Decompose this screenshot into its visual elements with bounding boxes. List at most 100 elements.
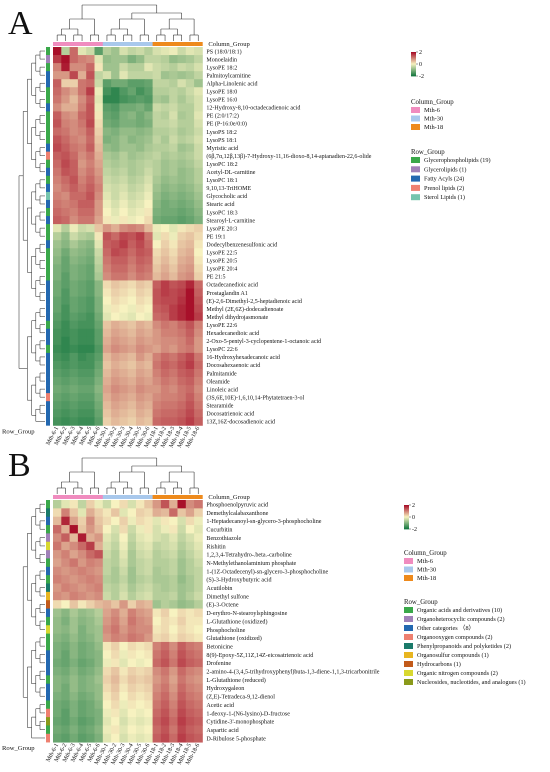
heatmap-cell <box>169 700 178 710</box>
row-group-band-cell <box>46 725 50 735</box>
heatmap-cell <box>119 667 129 676</box>
heatmap-cell <box>86 159 95 169</box>
heatmap-cell <box>86 232 95 241</box>
heatmap-cell <box>136 191 145 201</box>
heatmap-cell <box>61 533 70 543</box>
heatmap-cell <box>127 667 137 676</box>
heatmap-cell <box>86 360 95 370</box>
heatmap-cell <box>169 103 178 112</box>
heatmap-cell <box>177 369 187 378</box>
heatmap-cell <box>169 304 178 314</box>
heatmap-cell <box>61 135 70 144</box>
heatmap-cell <box>94 658 104 668</box>
heatmap-cell <box>194 533 203 543</box>
heatmap-cell <box>127 675 137 685</box>
heatmap-cell <box>160 95 170 104</box>
row-group-legend-swatch <box>404 634 413 640</box>
heatmap-cell <box>136 151 145 161</box>
column-group-band-cell <box>119 495 128 499</box>
row-group-legend-label: Organoheterocyclic compounds (2) <box>417 616 505 623</box>
row-label: Hydroxygaleon <box>206 686 244 692</box>
heatmap-cell <box>169 248 178 257</box>
row-label: LysoPE 16:0 <box>206 98 237 104</box>
heatmap-cell <box>177 625 187 634</box>
heatmap-cell <box>94 320 104 330</box>
heatmap-cell <box>136 500 145 509</box>
heatmap-cell <box>119 708 129 718</box>
heatmap-cell <box>94 264 104 273</box>
heatmap-cell <box>169 175 178 185</box>
heatmap-cell <box>127 127 137 136</box>
heatmap-cell <box>86 175 95 185</box>
heatmap-cell <box>194 401 203 410</box>
heatmap-cell <box>86 264 95 273</box>
heatmap-cell <box>61 369 70 378</box>
heatmap-cell <box>61 240 70 249</box>
heatmap-cell <box>94 336 104 346</box>
heatmap-cell <box>177 393 187 402</box>
heatmap-cell <box>185 55 195 64</box>
heatmap-cell <box>94 360 104 370</box>
heatmap-cell <box>61 151 70 161</box>
heatmap-cell <box>53 151 62 161</box>
heatmap-cell <box>86 312 95 322</box>
heatmap-cell <box>61 288 70 297</box>
heatmap-cell <box>53 641 62 651</box>
row-label: PS (18:0/18:1) <box>206 48 241 55</box>
heatmap-cell <box>119 328 129 338</box>
row-group-band-cell <box>46 500 50 509</box>
heatmap-cell <box>111 143 120 153</box>
heatmap-cell <box>86 616 95 626</box>
heatmap-cell <box>77 304 87 314</box>
heatmap-cell <box>194 625 203 634</box>
column-group-band-cell <box>194 42 203 46</box>
heatmap-cell <box>160 87 170 96</box>
heatmap-cell <box>94 232 104 241</box>
heatmap-cell <box>94 417 104 426</box>
heatmap-cell <box>94 143 104 153</box>
heatmap-cell <box>177 143 187 153</box>
heatmap-cell <box>69 336 79 346</box>
heatmap-cell <box>160 79 170 88</box>
heatmap-cell <box>86 183 95 193</box>
heatmap-cell <box>177 409 187 418</box>
heatmap-cell <box>136 280 145 289</box>
heatmap-cell <box>69 256 79 265</box>
heatmap-cell <box>94 79 104 88</box>
heatmap-cell <box>61 304 70 314</box>
heatmap-cell <box>77 328 87 338</box>
row-group-band-cell <box>46 216 50 225</box>
heatmap-cell <box>152 296 162 305</box>
heatmap-cell <box>160 641 170 651</box>
heatmap-cell <box>169 216 178 225</box>
color-scale-bar-segment <box>404 516 409 518</box>
heatmap-cell <box>144 675 153 685</box>
heatmap-cell <box>169 658 178 668</box>
heatmap-cell <box>136 63 145 72</box>
heatmap-cell <box>152 224 162 233</box>
heatmap-cell <box>69 508 79 518</box>
color-scale-bar-segment <box>404 517 409 519</box>
heatmap-cell <box>177 63 187 72</box>
heatmap-cell <box>169 393 178 402</box>
heatmap-cell <box>152 151 162 161</box>
heatmap-cell <box>111 216 120 225</box>
heatmap-cell <box>127 224 137 233</box>
heatmap-cell <box>119 500 129 509</box>
heatmap-cell <box>102 600 112 609</box>
heatmap-cell <box>111 733 120 743</box>
heatmap-cell <box>177 79 187 88</box>
heatmap-cell <box>61 280 70 289</box>
heatmap-cell <box>77 240 87 249</box>
heatmap-cell <box>194 320 203 330</box>
heatmap-cell <box>69 216 79 225</box>
heatmap-cell <box>144 583 153 593</box>
heatmap-cell <box>144 79 153 88</box>
column-group-legend-label: Mth-6 <box>424 107 440 114</box>
heatmap-cell <box>69 708 79 718</box>
heatmap-cell <box>177 508 187 518</box>
heatmap-cell <box>194 119 203 128</box>
heatmap-cell <box>127 541 137 551</box>
heatmap-cell <box>77 320 87 330</box>
heatmap-cell <box>144 608 153 618</box>
